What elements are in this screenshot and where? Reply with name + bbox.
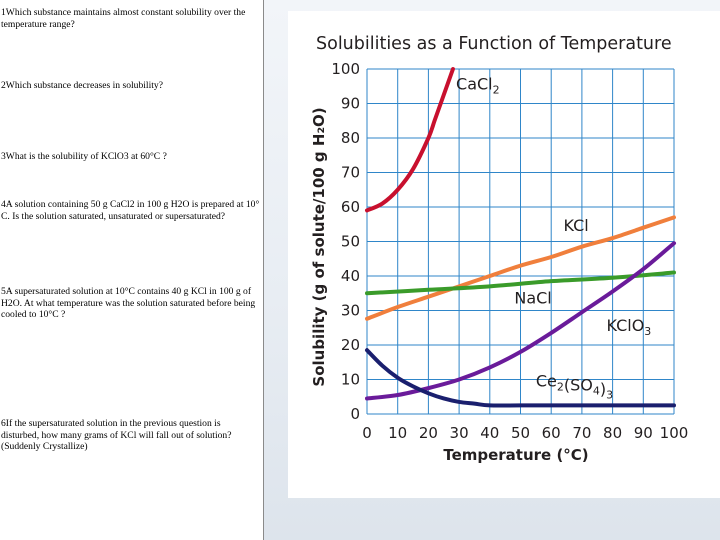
- series-line-kcl: [365, 215, 676, 321]
- series-line-ce2so43: [365, 348, 676, 408]
- series-label: Ce2(SO4)3: [536, 371, 613, 401]
- x-tick-label: 80: [603, 424, 622, 442]
- solubility-chart: Solubilities as a Function of Temperatur…: [310, 34, 688, 464]
- chart-series: [365, 67, 676, 408]
- x-tick-label: 90: [634, 424, 653, 442]
- y-tick-label: 30: [341, 302, 360, 320]
- series-line-cacl2: [365, 67, 455, 213]
- series-label: KCl: [563, 216, 588, 235]
- series-line-nacl: [365, 270, 676, 296]
- x-tick-label: 40: [480, 424, 499, 442]
- series-label: NaCl: [514, 289, 551, 308]
- x-tick-label: 60: [542, 424, 561, 442]
- x-tick-label: 70: [572, 424, 591, 442]
- question-5: 5A supersaturated solution at 10°C conta…: [1, 286, 256, 321]
- y-tick-label: 70: [341, 164, 360, 182]
- y-tick-label: 90: [341, 95, 360, 113]
- x-tick-label: 50: [511, 424, 530, 442]
- question-4: 4A solution containing 50 g CaCl2 in 100…: [1, 199, 260, 222]
- chart-ticks: 0 10 20 30 40 50 60 70 80 90 100 0 10 20 30 40 50 60 70 80 9…: [331, 60, 688, 442]
- chart-title: Solubilities as a Function of Temperatur…: [316, 34, 672, 54]
- series-label: CaCl2: [456, 75, 500, 97]
- question-3-text: 3What is the solubility of KClO3 at 60°C…: [1, 150, 167, 162]
- x-tick-label: 0: [362, 424, 372, 442]
- series-label: KClO3: [606, 316, 651, 338]
- x-tick-label: 10: [388, 424, 407, 442]
- y-tick-label: 20: [341, 336, 360, 354]
- y-tick-label: 50: [341, 233, 360, 251]
- y-tick-label: 10: [341, 371, 360, 389]
- chart-series-labels: CaCl2 KCl NaCl KClO3 Ce2(SO4)3: [456, 75, 651, 402]
- questions-panel: 1Which substance maintains almost consta…: [0, 0, 264, 540]
- x-axis-label: Temperature (°C): [443, 446, 588, 464]
- y-tick-label: 0: [350, 405, 360, 423]
- question-1: 1Which substance maintains almost consta…: [1, 7, 246, 30]
- chart-grid: [366, 68, 675, 415]
- question-2: 2Which substance decreases in solubility…: [1, 80, 163, 91]
- question-6: 6If the supersaturated solution in the p…: [1, 418, 232, 453]
- question-3: 3What is the solubility of KClO3 at 60°C…: [1, 139, 261, 162]
- y-tick-label: 100: [331, 60, 360, 78]
- x-tick-label: 30: [450, 424, 469, 442]
- y-tick-label: 80: [341, 129, 360, 147]
- y-tick-label: 40: [341, 267, 360, 285]
- solubility-chart-card: Solubilities as a Function of Temperatur…: [288, 11, 720, 498]
- x-tick-label: 20: [419, 424, 438, 442]
- x-tick-label: 100: [660, 424, 689, 442]
- y-tick-label: 60: [341, 198, 360, 216]
- y-axis-label: Solubility (g of solute/100 g H₂O): [310, 107, 328, 386]
